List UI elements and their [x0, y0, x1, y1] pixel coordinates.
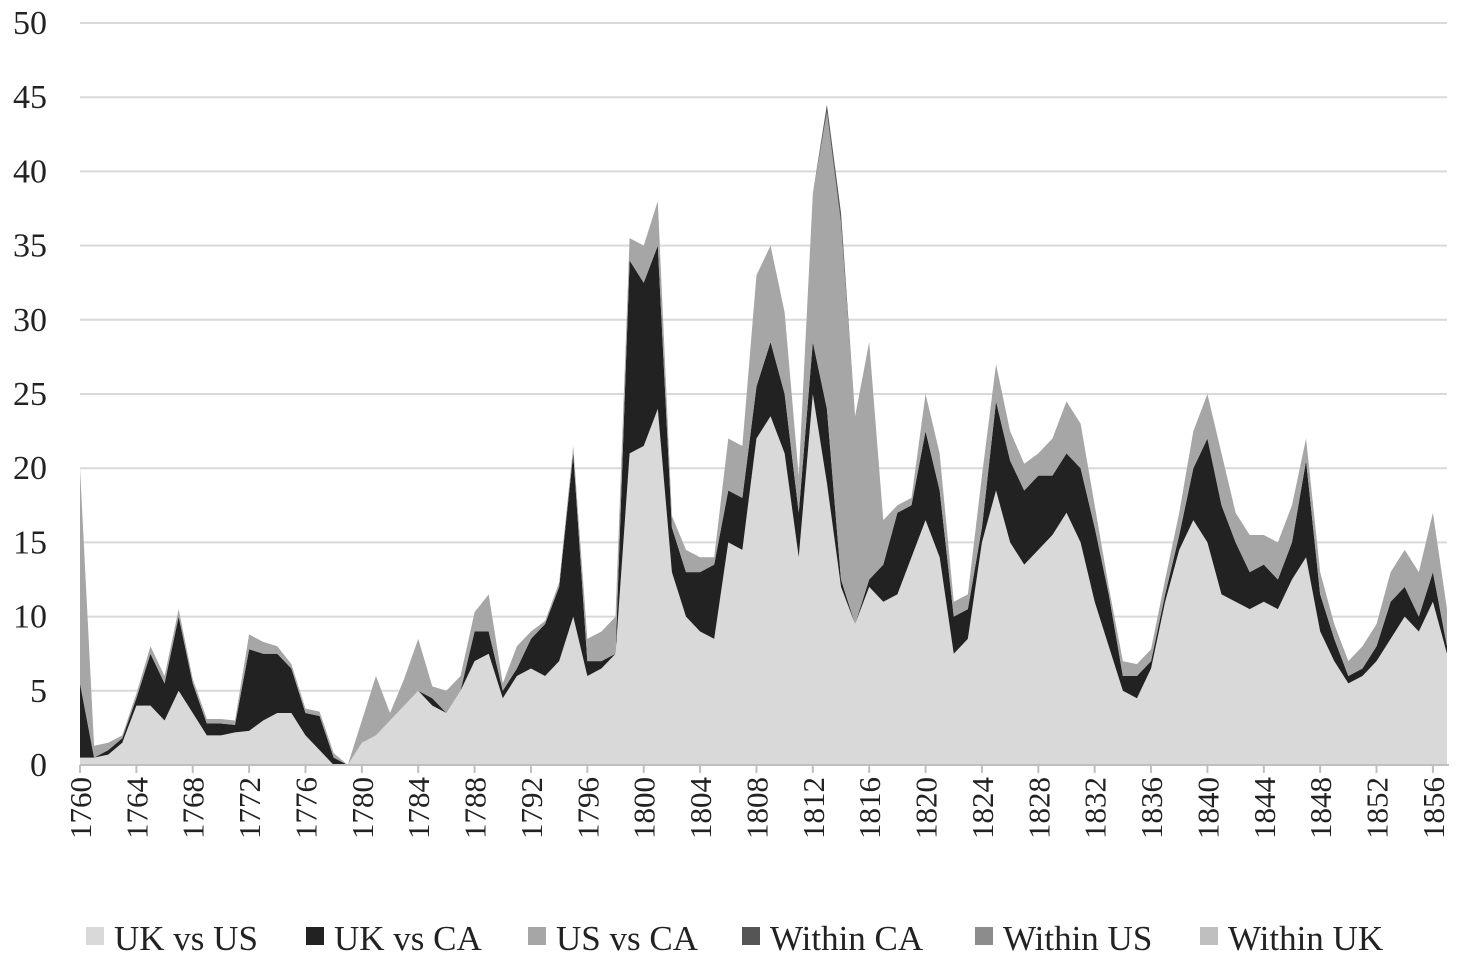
x-tick-label: 1844 — [1247, 777, 1282, 840]
y-tick-label: 5 — [30, 673, 47, 710]
legend-swatch — [1200, 927, 1218, 945]
legend-label: Within CA — [770, 919, 924, 958]
legend-swatch — [306, 927, 324, 945]
x-tick-label: 1840 — [1190, 777, 1225, 839]
y-axis-ticks: 0 5 10 15 20 25 30 35 40 45 50 — [13, 5, 47, 784]
legend-swatch — [742, 927, 760, 945]
x-tick-label: 1848 — [1303, 777, 1338, 839]
x-tick-label: 1800 — [627, 777, 662, 839]
x-tick-label: 1780 — [345, 777, 380, 839]
x-tick-label: 1852 — [1360, 777, 1395, 839]
x-tick-label: 1832 — [1078, 777, 1113, 839]
y-tick-label: 25 — [13, 376, 47, 413]
x-tick-label: 1808 — [739, 777, 774, 839]
x-tick-label: 1768 — [176, 777, 211, 839]
x-tick-label: 1796 — [570, 777, 605, 839]
x-tick-label: 1824 — [965, 777, 1000, 840]
y-tick-label: 35 — [13, 228, 47, 265]
x-tick-label: 1820 — [909, 777, 944, 839]
x-tick-label: 1828 — [1021, 777, 1056, 839]
legend-label: UK vs US — [114, 919, 258, 958]
x-tick-label: 1772 — [232, 777, 267, 839]
legend-swatch — [975, 927, 993, 945]
x-axis-ticks: 1760 1764 1768 1772 1776 1780 1784 1788 1792 1796… — [63, 765, 1451, 839]
legend: UK vs US UK vs CA US vs CA Within CA Within … — [86, 919, 1383, 958]
y-tick-label: 40 — [13, 153, 47, 190]
y-tick-label: 30 — [13, 302, 47, 339]
y-tick-label: 10 — [13, 599, 47, 636]
y-tick-label: 45 — [13, 79, 47, 116]
x-tick-label: 1764 — [119, 777, 154, 840]
legend-label: Within US — [1003, 919, 1152, 958]
legend-label: Within UK — [1228, 919, 1383, 958]
x-tick-label: 1816 — [852, 777, 887, 839]
x-tick-label: 1812 — [796, 777, 831, 839]
x-tick-label: 1788 — [458, 777, 493, 839]
legend-label: US vs CA — [556, 919, 699, 958]
x-tick-label: 1804 — [683, 777, 718, 840]
area-uk-vs-us — [80, 394, 1447, 765]
x-tick-label: 1784 — [401, 777, 436, 840]
legend-label: UK vs CA — [334, 919, 483, 958]
series-areas — [80, 104, 1447, 766]
y-tick-label: 0 — [30, 747, 47, 784]
y-tick-label: 50 — [13, 5, 47, 42]
area-uk-vs-ca — [80, 245, 1447, 766]
legend-swatch — [86, 927, 104, 945]
y-tick-label: 20 — [13, 450, 47, 487]
x-tick-label: 1792 — [514, 777, 549, 839]
x-tick-label: 1856 — [1416, 777, 1451, 839]
x-tick-label: 1836 — [1134, 777, 1169, 839]
legend-swatch — [528, 927, 546, 945]
x-tick-label: 1760 — [63, 777, 98, 839]
x-tick-label: 1776 — [288, 777, 323, 839]
y-tick-label: 15 — [13, 524, 47, 561]
